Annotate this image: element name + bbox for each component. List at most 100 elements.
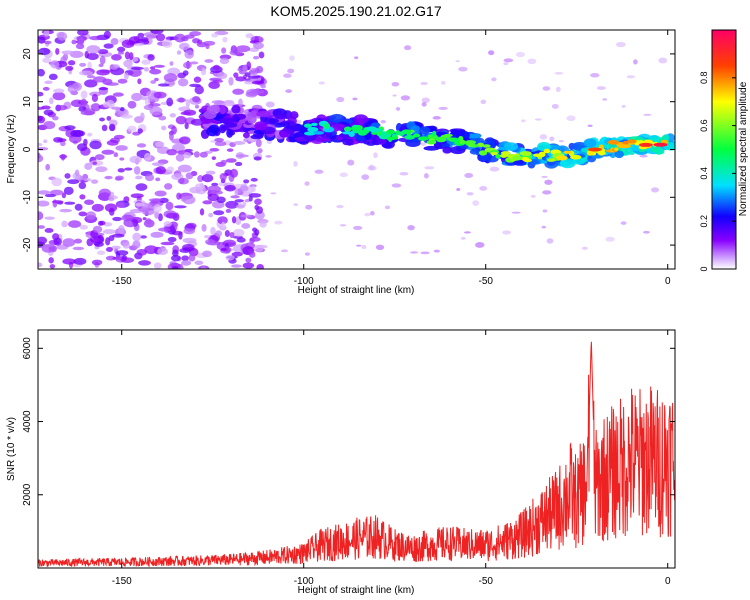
noise-blob <box>521 119 526 123</box>
noise-blob <box>128 68 142 77</box>
noise-blob <box>182 243 195 251</box>
noise-blob <box>98 87 109 91</box>
noise-blob <box>133 166 141 175</box>
noise-blob <box>154 77 159 82</box>
noise-blob <box>124 167 133 171</box>
noise-blob <box>61 192 67 199</box>
noise-blob <box>356 244 362 247</box>
noise-blob <box>194 85 204 95</box>
noise-blob <box>225 158 237 163</box>
ridge-core <box>446 137 455 141</box>
noise-blob <box>200 266 207 269</box>
ridge-blob <box>442 146 453 154</box>
noise-blob <box>99 55 106 65</box>
noise-blob <box>150 231 164 238</box>
noise-blob <box>140 235 147 239</box>
noise-blob <box>92 161 98 165</box>
noise-blob <box>70 99 84 108</box>
noise-blob <box>43 30 50 37</box>
noise-blob <box>182 195 196 205</box>
noise-blob <box>151 162 165 167</box>
noise-blob <box>122 242 131 249</box>
noise-blob <box>153 91 167 99</box>
ridge-blob <box>231 105 241 114</box>
noise-blob <box>115 250 129 256</box>
noise-blob <box>421 102 427 107</box>
noise-blob <box>105 237 111 246</box>
ridge-blob <box>224 122 238 128</box>
noise-blob <box>79 224 89 230</box>
noise-blob <box>169 113 176 118</box>
noise-blob <box>38 236 48 245</box>
noise-blob <box>44 80 53 85</box>
noise-blob <box>231 264 242 268</box>
noise-blob <box>221 47 227 54</box>
noise-blob <box>134 175 143 180</box>
noise-blob <box>38 211 44 221</box>
noise-blob <box>460 236 466 240</box>
ridge-blob <box>364 133 372 140</box>
ridge-core <box>343 126 352 132</box>
noise-blob <box>364 212 371 217</box>
snr-ylabel: SNR (10 * v/v) <box>6 417 17 481</box>
noise-blob <box>352 97 358 101</box>
ridge-core <box>385 129 396 135</box>
noise-blob <box>51 177 62 187</box>
noise-blob <box>184 49 195 59</box>
ridge-blob <box>232 113 239 121</box>
noise-blob <box>347 159 355 166</box>
noise-blob <box>159 197 169 204</box>
noise-blob <box>112 216 122 222</box>
noise-blob <box>188 253 196 262</box>
noise-blob <box>38 154 44 163</box>
noise-blob <box>132 232 142 242</box>
noise-blob <box>87 61 92 70</box>
noise-blob <box>149 68 162 75</box>
noise-blob <box>103 43 114 49</box>
noise-blob <box>202 250 212 258</box>
ridge-core <box>304 131 316 136</box>
noise-blob <box>155 177 161 182</box>
noise-blob <box>220 221 226 230</box>
ridge-core <box>482 144 491 148</box>
noise-blob <box>155 141 165 148</box>
ridge-blob <box>450 128 459 135</box>
noise-blob <box>250 185 256 193</box>
noise-blob <box>166 97 174 107</box>
noise-blob <box>220 247 227 252</box>
noise-blob <box>167 236 177 243</box>
noise-blob <box>229 49 241 56</box>
noise-blob <box>503 62 509 66</box>
noise-blob <box>305 204 313 210</box>
noise-blob <box>38 142 43 147</box>
noise-blob <box>130 66 144 71</box>
noise-blob <box>361 244 367 250</box>
noise-blob <box>502 230 512 235</box>
noise-blob <box>91 259 103 266</box>
noise-blob <box>287 68 295 74</box>
noise-blob <box>225 200 239 209</box>
ridge-blob <box>226 128 234 138</box>
ridge-blob <box>242 132 250 139</box>
noise-blob <box>177 177 189 185</box>
snr-frame <box>37 329 676 569</box>
noise-blob <box>248 193 262 198</box>
noise-blob <box>211 33 219 38</box>
noise-blob <box>541 175 548 178</box>
noise-blob <box>616 41 626 48</box>
noise-blob <box>542 209 548 213</box>
noise-blob <box>64 125 76 130</box>
noise-blob <box>380 120 386 124</box>
colorbar-tick-label: 0 <box>699 266 709 271</box>
noise-blob <box>199 151 208 158</box>
noise-blob <box>193 151 200 158</box>
noise-blob <box>255 138 262 148</box>
noise-blob <box>219 173 227 181</box>
noise-blob <box>163 221 172 227</box>
noise-blob <box>140 96 148 101</box>
noise-blob <box>253 42 264 50</box>
noise-blob <box>626 75 635 79</box>
noise-blob <box>392 94 397 97</box>
